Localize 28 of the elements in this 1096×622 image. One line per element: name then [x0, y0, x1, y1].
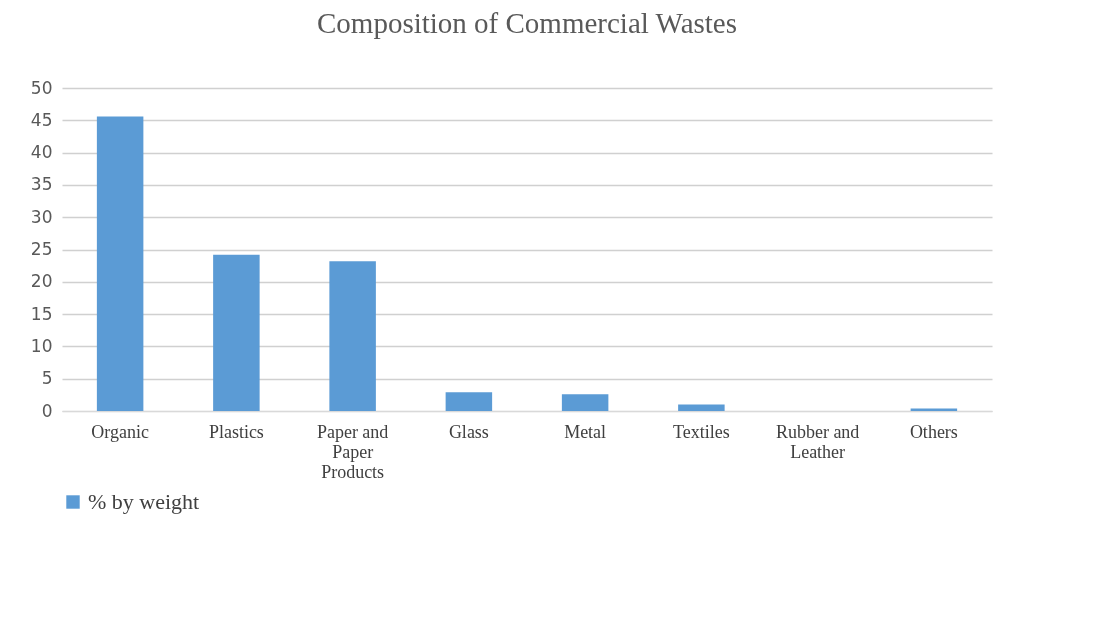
y-tick-label: 15: [30, 303, 53, 324]
x-tick-label: Textiles: [673, 421, 730, 442]
x-tick-label: Organic: [91, 421, 149, 442]
x-tick-label: Paper and Paper Products: [316, 421, 389, 482]
y-tick-label: 35: [30, 174, 53, 195]
bar: [96, 116, 144, 411]
y-tick-label: 10: [30, 335, 53, 356]
bar: [213, 254, 260, 411]
y-tick-label: 45: [30, 109, 53, 130]
y-tick-label: 5: [41, 368, 53, 389]
y-tick-label: 30: [30, 206, 53, 227]
y-tick-label: 0: [41, 400, 53, 421]
y-tick-label: 20: [30, 271, 53, 292]
y-tick-label: 40: [30, 142, 53, 163]
legend-label: % by weight: [88, 489, 200, 514]
x-tick-label: Rubber and Leather: [775, 421, 860, 462]
x-tick-label: Others: [909, 421, 958, 442]
bar: [561, 394, 609, 411]
x-tick-label: Glass: [448, 421, 489, 442]
chart-title: Composition of Commercial Wastes: [316, 7, 738, 39]
bar: [910, 408, 958, 411]
x-tick-label: Plastics: [208, 421, 264, 442]
y-tick-label: 50: [30, 77, 53, 98]
bar: [678, 404, 725, 411]
bar: [445, 392, 493, 411]
y-tick-label: 25: [30, 239, 53, 259]
bar: [329, 261, 376, 411]
x-tick-label: Metal: [564, 421, 607, 442]
